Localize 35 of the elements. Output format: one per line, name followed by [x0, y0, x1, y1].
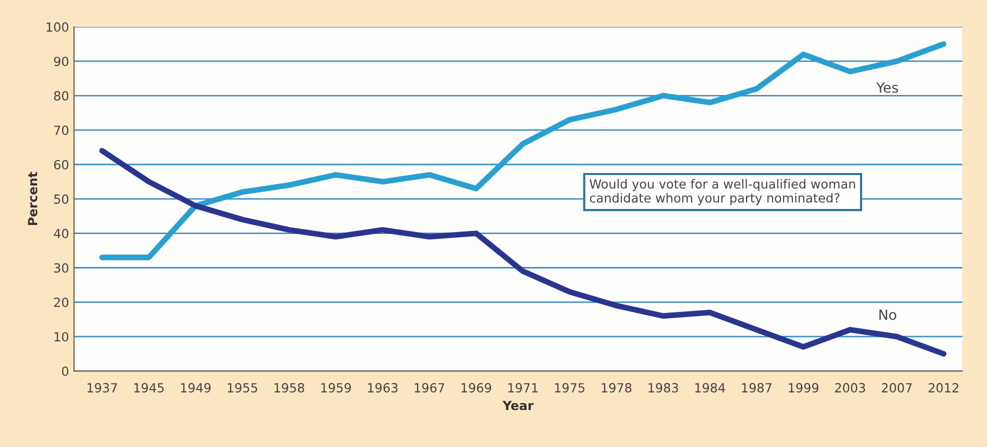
x-tick-label: 1971: [508, 383, 538, 392]
y-tick-label: 20: [54, 298, 68, 308]
x-tick-label: 2007: [882, 383, 912, 392]
x-tick-label: 1984: [695, 383, 726, 392]
x-tick-label: 1983: [648, 383, 678, 392]
y-tick-label: 90: [54, 56, 68, 66]
series-label: No: [879, 310, 896, 320]
y-tick-label: 30: [54, 263, 68, 273]
x-tick-label: 1987: [742, 383, 772, 392]
y-tick-label: 80: [54, 91, 68, 101]
y-tick-label: 0: [62, 366, 68, 376]
annotation: Would you vote for a well-qualified woman candidate whom your party nominated?: [590, 178, 856, 206]
y-tick-label: 60: [54, 160, 68, 170]
x-tick-label: 1975: [555, 383, 584, 392]
x-tick-label: 1955: [228, 383, 258, 392]
x-tick-label: 1958: [274, 383, 304, 392]
x-tick-label: 1937: [88, 383, 117, 392]
y-tick-label: 10: [54, 332, 68, 342]
x-tick-label: 1959: [321, 383, 351, 392]
y-tick-label: 100: [46, 22, 68, 32]
y-tick-label: 40: [54, 228, 68, 238]
y-tick-label: 70: [54, 126, 68, 136]
x-tick-label: 1967: [414, 383, 444, 392]
y-axis-title: Percent: [28, 172, 38, 226]
x-tick-label: 2012: [928, 383, 958, 392]
x-tick-label: 1949: [181, 383, 211, 392]
x-axis-title: Year: [502, 400, 534, 410]
x-tick-label: 2003: [835, 383, 866, 392]
y-tick-label: 50: [54, 194, 68, 204]
x-tick-label: 1963: [368, 383, 398, 392]
series-label: Yes: [876, 82, 898, 93]
x-tick-label: 1945: [134, 383, 164, 392]
x-tick-label: 1999: [788, 383, 818, 392]
x-tick-label: 1969: [462, 383, 492, 392]
x-tick-label: 1978: [602, 383, 632, 392]
